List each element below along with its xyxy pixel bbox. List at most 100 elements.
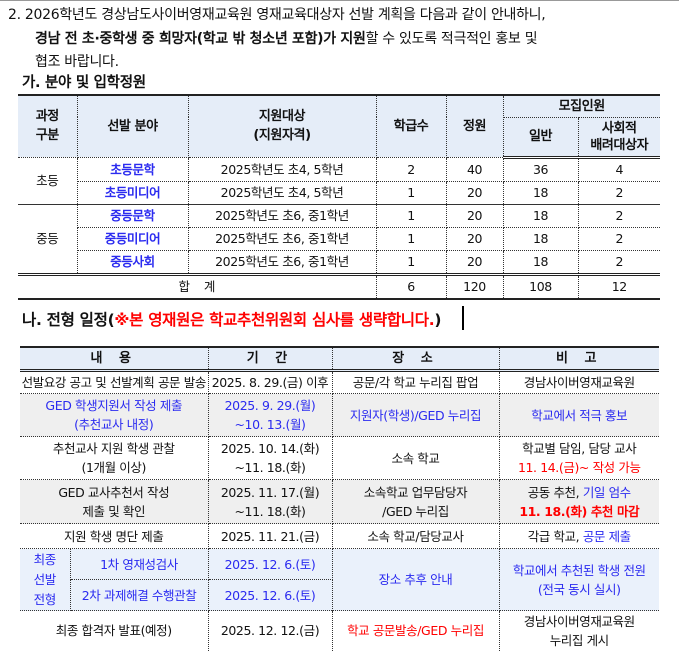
- target-cell: 2025학년도 초6, 중1학년: [187, 204, 377, 228]
- table-row: 추천교사 지원 학생 관찰 (1개월 이상) 2025. 10. 14.(화) ~1…: [20, 436, 659, 480]
- note-cell: 학교에서 추천된 학생 전원 (전국 동시 실시): [498, 548, 659, 611]
- social-cell: 4: [577, 157, 660, 182]
- header-content: 내 용: [20, 347, 209, 372]
- header-social: 사회적 배려대상자: [577, 117, 660, 159]
- content-line: 추천교사 지원 학생 관찰: [52, 441, 175, 456]
- section-b-title-end: ): [434, 311, 442, 329]
- note-cell: 학교에서 적극 홍보: [498, 393, 659, 437]
- field-cell: 중등미디어: [77, 227, 189, 251]
- period-line: ~10. 13.(월): [234, 417, 306, 432]
- classes-cell: 1: [375, 250, 447, 275]
- note-line: 경남사이버영재교육원: [523, 613, 635, 629]
- header-quota: 정원: [445, 95, 504, 158]
- content-line: GED 교사추천서 작성: [58, 484, 170, 500]
- table-row: 최종 선발 전형 1차 영재성검사 2025. 12. 6.(토) 장소 추후 안내…: [20, 548, 659, 611]
- course-cell: 중등: [18, 204, 78, 275]
- content-cell: 선발요강 공고 및 선발계획 공문 발송: [20, 370, 209, 394]
- intro-line-3: 협조 바랍니다.: [35, 54, 119, 70]
- note-cell: 각급 학교, 공문 제출: [498, 523, 659, 549]
- header-general: 일반: [503, 117, 579, 159]
- header-course: 과정 구분: [18, 95, 78, 158]
- total-general: 108: [502, 272, 579, 300]
- table-row: 2차 과제해결 수행관찰 2025. 12. 6.(토): [20, 579, 659, 611]
- field-cell: 초등문학: [76, 157, 189, 182]
- intro-line-1: 2. 2026학년도 경상남도사이버영재교육원 영재교육대상자 선발 계획을 다…: [8, 7, 546, 23]
- quota-cell: 40: [445, 157, 504, 182]
- note-deadline: 11. 18.(화) 추천 마감: [519, 503, 640, 519]
- intro-line-2: 경남 전 초·중학생 중 희망자(학교 밖 청소년 포함)가 지원할 수 있도록…: [35, 28, 538, 48]
- header-classes: 학급수: [375, 95, 447, 158]
- intro-line-2-rest: 할 수 있도록 적극적인 홍보 및: [365, 31, 538, 47]
- general-cell: 36: [502, 157, 579, 182]
- period-cell: 2025. 11. 17.(월) ~11. 18.(화): [207, 479, 333, 524]
- general-cell: 18: [502, 181, 579, 205]
- note-cell: 공동 추천, 기일 엄수 11. 18.(화) 추천 마감: [498, 479, 659, 524]
- content-cell: 최종 합격자 발표(예정): [20, 610, 209, 651]
- content-cell: 지원 학생 명단 제출: [20, 523, 209, 549]
- quota-cell: 20: [445, 227, 504, 251]
- general-cell: 18: [502, 250, 579, 275]
- content-line: 제출 및 확인: [82, 503, 146, 519]
- general-cell: 18: [502, 227, 579, 251]
- header-period: 기 간: [207, 347, 333, 372]
- total-quota: 120: [445, 272, 504, 300]
- table-row: 최종 합격자 발표(예정) 2025. 12. 12.(금) 학교 공문발송/G…: [20, 610, 659, 651]
- classes-cell: 2: [375, 157, 447, 182]
- period-cell: 2025. 12. 6.(토): [207, 579, 332, 611]
- place-cell: 장소 추후 안내: [331, 548, 500, 611]
- group-line: 최종: [33, 551, 57, 567]
- place-cell: 공문/각 학교 누리집 팝업: [331, 370, 500, 394]
- note-line-red: 11. 14.(금)~ 작성 가능: [517, 460, 641, 475]
- period-line: ~11. 18.(화): [234, 460, 306, 475]
- social-cell: 2: [577, 204, 660, 228]
- note-line: 누리집 게시: [549, 632, 609, 648]
- header-note: 비 고: [498, 347, 659, 372]
- target-cell: 2025학년도 초6, 중1학년: [187, 250, 377, 275]
- classes-cell: 1: [375, 204, 447, 228]
- period-line: 2025. 11. 17.(월): [220, 484, 320, 500]
- header-field: 선발 분야: [76, 95, 189, 158]
- place-cell: 지원자(학생)/GED 누리집: [331, 393, 500, 437]
- quota-cell: 20: [445, 181, 504, 205]
- content-cell: 2차 과제해결 수행관찰: [69, 579, 209, 611]
- section-b-title-text: 나. 전형 일정(: [22, 311, 115, 329]
- period-cell: 2025. 12. 6.(토): [207, 548, 333, 580]
- section-a-title: 가. 분야 및 입학정원: [22, 75, 146, 91]
- header-place: 장 소: [331, 347, 500, 372]
- content-line: (1개월 이상): [81, 460, 147, 475]
- course-cell: 초등: [18, 157, 78, 205]
- table-row: 중등 중등문학 2025학년도 초6, 중1학년 1 20 18 2: [18, 204, 660, 275]
- period-line: 2025. 10. 14.(화): [220, 441, 320, 456]
- group-line: 선발: [33, 571, 57, 587]
- total-classes: 6: [375, 272, 447, 300]
- total-social: 12: [577, 272, 660, 300]
- period-cell: 2025. 9. 29.(월) ~10. 13.(월): [207, 393, 333, 437]
- quota-cell: 20: [445, 204, 504, 228]
- period-line: 2025. 9. 29.(월): [224, 398, 316, 413]
- note-cell: 경남사이버영재교육원: [498, 370, 659, 394]
- classes-cell: 1: [375, 181, 447, 205]
- period-cell: 2025. 11. 21.(금): [207, 523, 333, 549]
- target-cell: 2025학년도 초6, 중1학년: [187, 227, 377, 251]
- text-cursor: [462, 306, 464, 330]
- note-text-blue: 기일 엄수: [582, 484, 631, 500]
- intro-line-2-bold: 경남 전 초·중학생 중 희망자(학교 밖 청소년 포함)가 지원: [35, 31, 366, 47]
- target-cell: 2025학년도 초4, 5학년: [187, 157, 377, 182]
- field-cell: 초등미디어: [77, 181, 189, 205]
- content-cell: 1차 영재성검사: [69, 548, 209, 580]
- note-line: 학교별 담임, 담당 교사: [522, 441, 637, 456]
- table-row: 초등 초등문학 2025학년도 초4, 5학년 2 40 36 4: [18, 157, 660, 205]
- social-cell: 2: [577, 181, 660, 205]
- note-line: (전국 동시 실시): [537, 581, 621, 597]
- quota-cell: 20: [445, 250, 504, 275]
- content-cell: 추천교사 지원 학생 관찰 (1개월 이상): [20, 436, 209, 480]
- content-line: (추천교사 내정): [74, 417, 154, 432]
- social-cell: 2: [577, 227, 660, 251]
- total-row: 합 계 6 120 108 12: [18, 272, 660, 300]
- table-row: GED 학생지원서 작성 제출 (추천교사 내정) 2025. 9. 29.(월)…: [20, 393, 659, 437]
- note-cell: 학교별 담임, 담당 교사 11. 14.(금)~ 작성 가능: [498, 436, 659, 480]
- content-line: GED 학생지원서 작성 제출: [45, 398, 183, 413]
